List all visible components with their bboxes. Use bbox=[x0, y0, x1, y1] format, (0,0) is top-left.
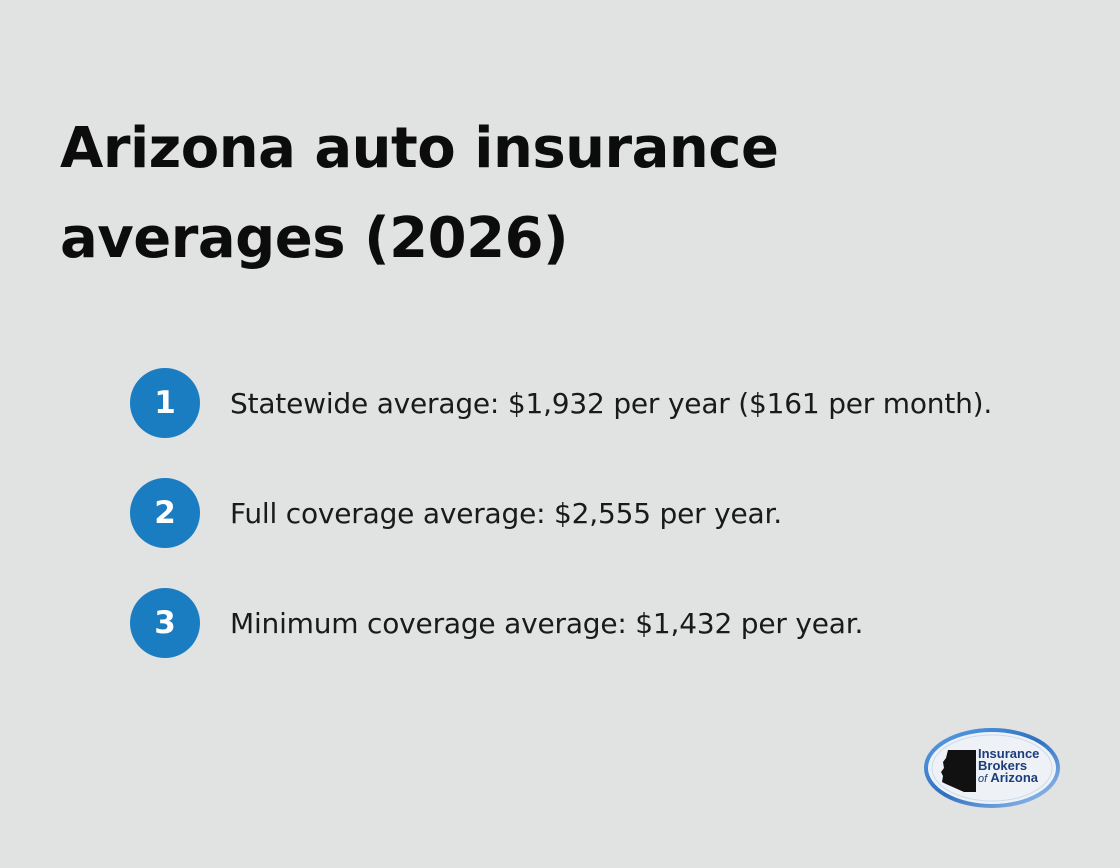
list-item-text: Minimum coverage average: $1,432 per yea… bbox=[230, 606, 864, 640]
list-item: 1 Statewide average: $1,932 per year ($1… bbox=[130, 368, 1090, 438]
list-item: 2 Full coverage average: $2,555 per year… bbox=[130, 478, 1090, 548]
logo-line-3-of: of bbox=[978, 773, 988, 785]
logo-line-2: Brokers bbox=[978, 758, 1028, 773]
list-item: 3 Minimum coverage average: $1,432 per y… bbox=[130, 588, 1090, 658]
logo-line-1: Insurance bbox=[978, 746, 1040, 761]
page-title: Arizona auto insurance averages (2026) bbox=[60, 116, 779, 271]
logo-ring-icon bbox=[924, 728, 1060, 808]
number-badge: 3 bbox=[130, 588, 200, 658]
number-badge: 1 bbox=[130, 368, 200, 438]
number-badge: 2 bbox=[130, 478, 200, 548]
arizona-state-icon bbox=[941, 750, 976, 792]
list-item-text: Full coverage average: $2,555 per year. bbox=[230, 496, 782, 530]
logo-wordmark: Insurance Brokers of Arizona bbox=[978, 746, 1040, 785]
logo-line-3-name: Arizona bbox=[990, 770, 1038, 785]
company-logo: Insurance Brokers of Arizona bbox=[924, 728, 1062, 808]
averages-list: 1 Statewide average: $1,932 per year ($1… bbox=[130, 368, 1090, 698]
list-item-text: Statewide average: $1,932 per year ($161… bbox=[230, 386, 993, 420]
